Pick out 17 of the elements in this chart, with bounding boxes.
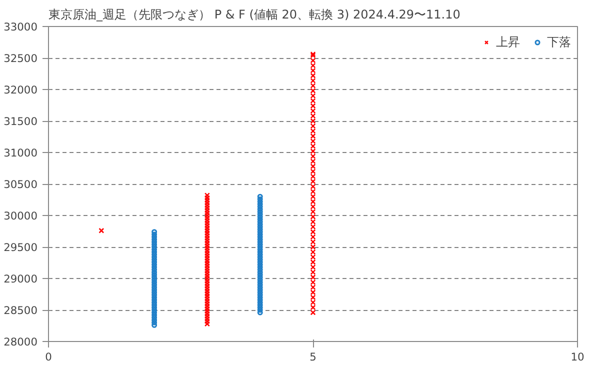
y-tick-label: 32000 xyxy=(4,84,38,96)
x-tick-label: 0 xyxy=(45,350,52,364)
x-tick-label: 5 xyxy=(310,350,316,364)
y-tick-label: 33000 xyxy=(4,20,38,34)
chart-title: 東京原油_週足（先限つなぎ） P & F (値幅 20、転換 3) 2024.4.29〜11.10 xyxy=(48,8,460,22)
y-tick-label: 29500 xyxy=(4,241,38,254)
y-tick-label: 31000 xyxy=(4,146,38,160)
y-tick-label: 28500 xyxy=(4,304,38,317)
x-tick-label: 10 xyxy=(570,350,584,364)
y-tick-label: 30000 xyxy=(4,210,38,222)
y-tick-label: 28000 xyxy=(4,336,38,348)
y-tick-label: 30500 xyxy=(4,178,38,191)
legend-label: 下落 xyxy=(547,34,571,50)
legend-label: 上昇 xyxy=(496,34,520,50)
y-tick-label: 29000 xyxy=(4,272,38,286)
y-tick-label: 31500 xyxy=(4,115,38,128)
y-tick-label: 32500 xyxy=(4,52,38,65)
